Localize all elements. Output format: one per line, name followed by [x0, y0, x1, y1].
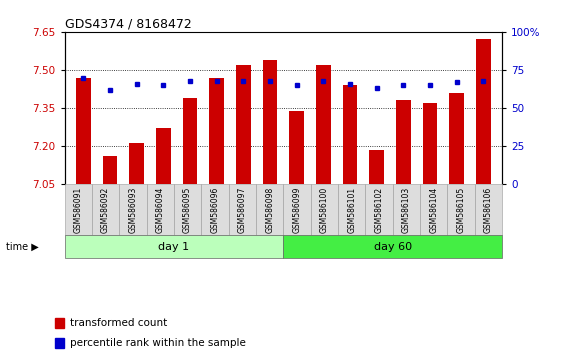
Bar	[229, 184, 256, 235]
Text: GSM586105: GSM586105	[457, 187, 466, 233]
Text: GDS4374 / 8168472: GDS4374 / 8168472	[65, 18, 191, 31]
Bar	[209, 78, 224, 184]
Bar	[420, 184, 448, 235]
Bar	[55, 318, 64, 328]
Bar	[423, 103, 438, 184]
Bar	[316, 65, 330, 184]
Text: GSM586100: GSM586100	[320, 187, 329, 233]
Bar	[476, 40, 491, 184]
Text: GSM586104: GSM586104	[429, 187, 438, 233]
Bar	[129, 143, 144, 184]
Bar	[343, 85, 357, 184]
Text: GSM586099: GSM586099	[292, 187, 301, 233]
Bar	[55, 338, 64, 348]
Bar	[369, 150, 384, 184]
Text: GSM586106: GSM586106	[484, 187, 493, 233]
Bar	[236, 65, 251, 184]
Bar	[311, 184, 338, 235]
Bar	[65, 235, 283, 258]
Bar	[475, 184, 502, 235]
Bar	[365, 184, 393, 235]
Bar	[289, 110, 304, 184]
Bar	[174, 184, 201, 235]
Bar	[119, 184, 146, 235]
Text: GSM586101: GSM586101	[347, 187, 356, 233]
Bar	[263, 60, 277, 184]
Text: percentile rank within the sample: percentile rank within the sample	[70, 338, 246, 348]
Bar	[76, 78, 90, 184]
Text: transformed count: transformed count	[70, 318, 167, 328]
Text: GSM586098: GSM586098	[265, 187, 274, 233]
Bar	[256, 184, 283, 235]
Bar	[393, 184, 420, 235]
Text: day 1: day 1	[158, 242, 190, 252]
Text: GSM586092: GSM586092	[101, 187, 110, 233]
Text: GSM586091: GSM586091	[73, 187, 82, 233]
Bar	[92, 184, 119, 235]
Text: GSM586093: GSM586093	[128, 187, 137, 233]
Text: GSM586096: GSM586096	[210, 187, 219, 233]
Text: GSM586095: GSM586095	[183, 187, 192, 233]
Bar	[448, 184, 475, 235]
Text: GSM586097: GSM586097	[238, 187, 247, 233]
Bar	[182, 98, 197, 184]
Bar	[103, 156, 117, 184]
Text: day 60: day 60	[374, 242, 412, 252]
Bar	[283, 235, 502, 258]
Text: GSM586102: GSM586102	[375, 187, 384, 233]
Bar	[283, 184, 311, 235]
Bar	[65, 184, 92, 235]
Text: GSM586103: GSM586103	[402, 187, 411, 233]
Bar	[146, 184, 174, 235]
Bar	[338, 184, 365, 235]
Bar	[449, 93, 464, 184]
Text: time ▶: time ▶	[6, 242, 38, 252]
Bar	[156, 128, 171, 184]
Bar	[396, 101, 411, 184]
Text: GSM586094: GSM586094	[156, 187, 165, 233]
Bar	[201, 184, 229, 235]
